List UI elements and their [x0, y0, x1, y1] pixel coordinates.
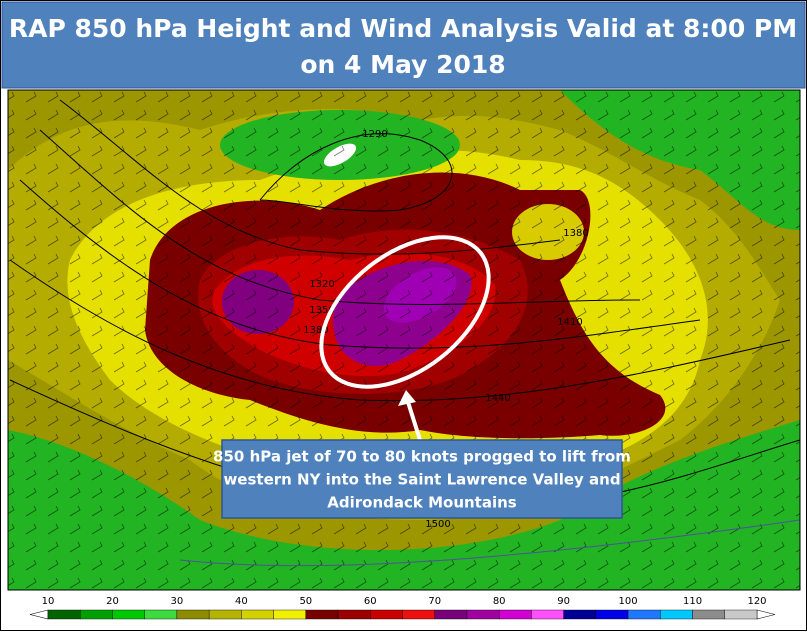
colorbar-label: 10	[42, 596, 55, 607]
colorbar-label: 30	[171, 596, 184, 607]
contour-label: 1500	[425, 519, 450, 530]
colorbar-bin	[466, 609, 500, 620]
map: 1290 1320 1350 1380 1410 1440 1500 1380	[8, 90, 800, 590]
annotation: Adirondack Mountains	[327, 494, 517, 512]
colorbar-bin	[273, 609, 307, 620]
colorbar-label: 50	[299, 596, 312, 607]
colorbar: 10 20 30 40 50 60 70 80 90 100 110 120	[29, 596, 776, 620]
colorbar-label: 100	[619, 596, 638, 607]
contour-label: 1290	[362, 129, 387, 140]
annotation: 850 hPa jet of 70 to 80 knots progged to…	[213, 448, 631, 466]
map-border	[7, 89, 801, 591]
colorbar-bin	[563, 609, 597, 620]
highlight-ellipse	[319, 235, 491, 389]
colorbar-bin	[627, 609, 661, 620]
title-banner	[1, 1, 806, 89]
contour-label: 1410	[557, 317, 582, 328]
colorbar-label: 80	[493, 596, 506, 607]
colorbar-label: 40	[235, 596, 248, 607]
contour-label: 1380	[563, 228, 588, 239]
colorbar-bin	[112, 609, 145, 620]
colorbar-label: 60	[364, 596, 377, 607]
colorbar-bin	[337, 609, 371, 620]
colorbar-label: 110	[683, 596, 702, 607]
colorbar-bin	[692, 609, 725, 620]
colorbar-label: 70	[428, 596, 441, 607]
arrow-head	[398, 390, 416, 406]
contour-label: 1320	[309, 279, 334, 290]
colorbar-label: 20	[106, 596, 119, 607]
colorbar-bin	[176, 609, 210, 620]
title: RAP 850 hPa Height and Wind Analysis Val…	[9, 14, 797, 43]
colorbar-bin	[660, 609, 693, 620]
colorbar-bin	[434, 609, 468, 620]
annotation-box	[221, 439, 623, 519]
colorbar-bin	[724, 609, 758, 620]
colorbar-bin	[208, 609, 242, 620]
colorbar-bin	[80, 609, 113, 620]
colorbar-bin	[47, 609, 81, 620]
colorbar-bin	[402, 609, 435, 620]
arrow	[406, 401, 422, 441]
title: on 4 May 2018	[300, 50, 505, 79]
colorbar-bin	[595, 609, 629, 620]
colorbar-bin	[305, 609, 339, 620]
colorbar-bin	[531, 609, 564, 620]
colorbar-bin	[144, 609, 178, 620]
colorbar-label: 90	[557, 596, 570, 607]
annotation: western NY into the Saint Lawrence Valle…	[223, 471, 620, 489]
contour-label: 1380	[303, 325, 328, 336]
colorbar-bin	[241, 609, 274, 620]
contour-label: 1440	[485, 393, 510, 404]
colorbar-bin	[370, 609, 403, 620]
colorbar-bin	[498, 609, 532, 620]
colorbar-label: 120	[747, 596, 766, 607]
contour-label: 1350	[309, 305, 334, 316]
